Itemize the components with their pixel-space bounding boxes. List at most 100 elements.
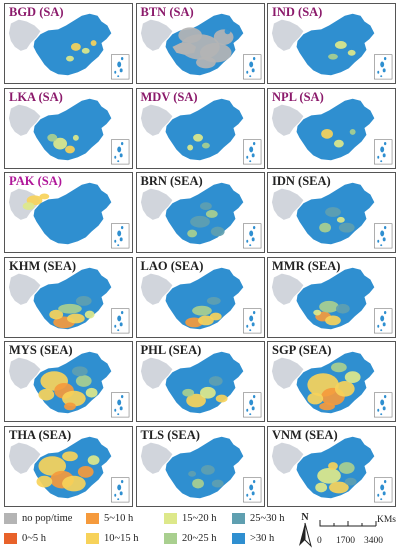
zone-lao-1 [197, 315, 214, 325]
panel-label: NPL (SA) [272, 89, 324, 104]
zone-lao-3 [191, 305, 212, 316]
legend-swatch [232, 513, 245, 524]
zone-idn-1 [319, 222, 332, 233]
map-btn [140, 13, 261, 80]
zone-npl-2 [349, 128, 356, 135]
land-area-pak [33, 182, 112, 245]
zone-brn-1 [205, 210, 218, 218]
zone-mys-2 [62, 390, 86, 407]
zone-lao-4 [206, 296, 221, 305]
scale-label-0: 0 [317, 536, 322, 546]
map-panel-lao: LAO (SEA) [135, 256, 265, 338]
zone-tha-5 [36, 475, 53, 487]
zone-lka-2 [47, 133, 58, 142]
map-khm [8, 267, 130, 333]
panel-label: LAO (SEA) [140, 258, 204, 273]
map-panel-mys: MYS (SEA) [4, 341, 133, 422]
map-brn [140, 182, 261, 249]
zone-tha-6 [62, 450, 78, 461]
map-panel-btn: BTN (SA) [135, 3, 265, 84]
legend-item-label: 25~30 h [250, 513, 285, 524]
map-idn [271, 182, 393, 249]
land-area-mdv [165, 98, 243, 160]
zone-npl-1 [333, 139, 344, 148]
north-label: N [301, 512, 309, 523]
zone-idn-2 [338, 222, 355, 233]
zone-pak-1 [22, 202, 35, 211]
legend-item-5-10h: 5~10 h [86, 513, 133, 524]
map-panel-idn: IDN (SEA) [267, 172, 396, 253]
zone-khm-1 [67, 313, 85, 323]
zone-mmr-1 [325, 315, 341, 325]
zone-btn-2 [177, 27, 202, 44]
zone-phl-0 [185, 393, 206, 408]
legend-item-20-25h: 20~25 h [164, 533, 217, 544]
zone-sgp-6 [319, 402, 335, 411]
map-panel-tha: THA (SEA) [4, 425, 133, 507]
land-area-lao [165, 267, 243, 329]
sparse-region-sgp [271, 357, 304, 389]
panel-label: IDN (SEA) [272, 174, 331, 188]
panel-label: TLS (SEA) [140, 427, 200, 442]
map-phl [140, 351, 261, 418]
map-mdv [140, 98, 261, 164]
zone-lka-1 [65, 145, 75, 153]
zone-tha-4 [87, 454, 100, 465]
legend-item-label: no pop/time [22, 513, 73, 524]
zone-vnm-3 [315, 482, 328, 492]
sparse-region-khm [8, 273, 41, 305]
map-tls [140, 436, 261, 502]
zone-tha-3 [77, 465, 94, 478]
panel-label: LKA (SA) [9, 89, 63, 104]
zone-vnm-0 [317, 467, 341, 484]
map-panel-pak: PAK (SA) [4, 172, 133, 253]
map-panel-grid: BGD (SA) BTN (SA) IND (SA) LKA (SA) MDV (SA)… [4, 3, 396, 507]
zone-vnm-4 [344, 477, 357, 486]
zone-btn-5 [224, 28, 231, 35]
zone-sgp-3 [344, 371, 361, 383]
sparse-region-phl [140, 357, 172, 389]
legend-item-label: >30 h [250, 533, 275, 544]
zone-lka-3 [72, 134, 79, 141]
zone-ind-2 [347, 49, 356, 56]
legend-swatch [164, 513, 177, 524]
map-panel-tls: TLS (SEA) [135, 425, 265, 507]
land-area-brn [165, 182, 243, 245]
panel-label: IND (SA) [272, 5, 323, 19]
panel-label: SGP (SEA) [272, 343, 332, 357]
zone-brn-3 [186, 229, 197, 238]
zone-bgd-1 [81, 47, 90, 54]
sparse-region-mdv [140, 104, 172, 136]
zone-ind-0 [334, 41, 347, 49]
sparse-region-tls [140, 442, 172, 474]
zone-btn-4 [195, 56, 216, 69]
legend-swatch [86, 513, 99, 524]
map-mmr [271, 267, 393, 333]
sparse-region-mmr [271, 273, 304, 305]
zone-phl-2 [208, 376, 223, 386]
legend-swatch [4, 513, 17, 524]
sparse-region-idn [271, 188, 304, 220]
zone-mmr-2 [319, 300, 339, 313]
zone-brn-4 [199, 202, 212, 211]
map-panel-vnm: VNM (SEA) [267, 425, 396, 507]
zone-bgd-3 [90, 40, 97, 46]
zone-brn-0 [189, 215, 210, 228]
zone-tha-2 [62, 475, 86, 491]
sparse-region-brn [140, 188, 172, 220]
zone-mdv-2 [186, 144, 193, 150]
legend-item-no-data: no pop/time [4, 513, 72, 524]
panel-label: PHL (SEA) [140, 343, 202, 357]
panel-label: BGD (SA) [9, 5, 64, 19]
map-sgp [271, 351, 393, 418]
zone-mys-3 [75, 375, 92, 387]
map-panel-ind: IND (SA) [267, 3, 396, 84]
legend-item-label: 10~15 h [104, 533, 139, 544]
sparse-region-mys [8, 357, 41, 389]
panel-label: MYS (SEA) [9, 343, 73, 357]
sparse-region-lao [140, 273, 172, 305]
zone-phl-4 [181, 388, 194, 397]
zone-npl-0 [321, 128, 333, 139]
zone-khm-5 [84, 310, 95, 318]
map-panel-bgd: BGD (SA) [4, 3, 133, 84]
